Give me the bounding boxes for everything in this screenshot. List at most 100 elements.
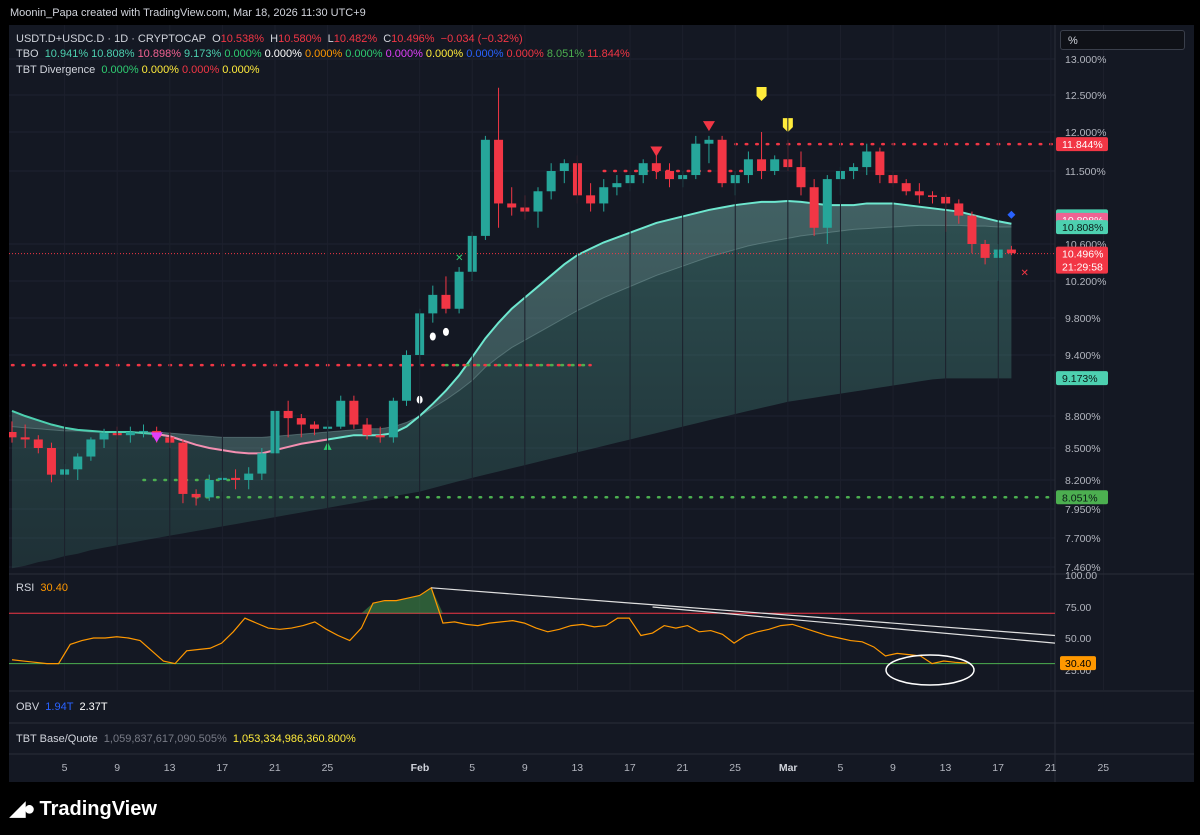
candle-body: [533, 191, 543, 212]
high-value: 10.580%: [278, 33, 322, 45]
candle-body: [33, 439, 43, 448]
time-tick-label: 17: [624, 762, 636, 774]
tbo-value: 9.173%: [184, 48, 222, 60]
rsi-label[interactable]: RSI: [16, 582, 35, 594]
candle-body: [204, 480, 214, 498]
symbol-name[interactable]: USDT.D+USDC.D · 1D · CRYPTOCAP: [16, 33, 206, 45]
price-badge: [1056, 137, 1108, 152]
tbo-inner-band: [12, 201, 1012, 454]
candle-body: [770, 159, 780, 171]
tbo-value: 10.808%: [91, 48, 135, 60]
time-tick-label: 9: [522, 762, 528, 774]
candle-body: [717, 139, 727, 184]
price-tick-label: 8.500%: [1065, 443, 1101, 455]
time-tick-label: 9: [114, 762, 120, 774]
tbo-value: 0.000%: [385, 48, 423, 60]
time-tick-label: 25: [729, 762, 741, 774]
price-tick-label: 8.200%: [1065, 475, 1101, 487]
time-tick-label: 25: [322, 762, 334, 774]
symbol-legend[interactable]: USDT.D+USDC.D · 1D · CRYPTOCAP O10.538% …: [16, 33, 526, 45]
rsi-legend[interactable]: RSI 30.40: [16, 582, 71, 594]
base-quote-value-1: 1,059,837,617,090.505%: [103, 733, 227, 745]
rsi-overbought-fill: [361, 587, 443, 614]
tradingview-logo-icon: ◢●: [10, 798, 36, 820]
candle-body: [375, 435, 385, 438]
price-badge-label: 9.173%: [1062, 373, 1098, 385]
candle-body: [441, 294, 451, 309]
dot-signal-icon: [429, 332, 436, 341]
tbo-fast-line-bull: [327, 200, 1012, 441]
tbo-cloud: [12, 201, 1012, 569]
obv-label[interactable]: OBV: [16, 701, 40, 713]
price-tick-label: 7.700%: [1065, 533, 1101, 545]
time-tick-label: 5: [469, 762, 475, 774]
sell-signal-icon: [702, 121, 715, 132]
time-tick-label: 5: [62, 762, 68, 774]
time-tick-label: 25: [1097, 762, 1109, 774]
price-tick-label: 12.000%: [1065, 127, 1106, 139]
close-label: C: [383, 33, 392, 45]
price-tick-label: 11.500%: [1065, 166, 1106, 178]
base-quote-label[interactable]: TBT Base/Quote: [16, 733, 98, 745]
candle-body: [612, 183, 622, 188]
candle-body: [349, 400, 359, 425]
tradingview-logo-text: TradingView: [39, 798, 157, 820]
candle-body: [73, 456, 83, 470]
time-tick-label: Mar: [779, 762, 798, 774]
tbo-slow-line: [11, 224, 1012, 438]
obv-value-2: 2.37T: [79, 701, 108, 713]
cross-signal-icon: ✕: [455, 253, 463, 264]
candle-body: [191, 493, 201, 498]
time-tick-label: 17: [992, 762, 1004, 774]
rsi-tick-label: 100.00: [1065, 570, 1097, 582]
tbo-legend[interactable]: TBO 10.941% 10.808% 10.898% 9.173% 0.000% 0.0…: [16, 48, 636, 60]
candle-body: [665, 171, 674, 180]
divergence-value: 0.000%: [141, 64, 179, 76]
candle-body: [46, 448, 56, 475]
price-tick-label: 12.500%: [1065, 90, 1106, 102]
bar-countdown-label: 21:29:58: [1062, 262, 1103, 274]
candle-body: [691, 143, 701, 176]
divergence-value: 0.000%: [222, 64, 260, 76]
candle-body: [99, 433, 109, 440]
price-badge: [1056, 371, 1108, 386]
candle-body: [901, 183, 911, 192]
flag-signal-icon: [756, 87, 767, 101]
candle-body: [507, 203, 517, 208]
tbo-value: 0.000%: [506, 48, 544, 60]
time-tick-label: 9: [890, 762, 896, 774]
divergence-legend[interactable]: TBT Divergence 0.000% 0.000% 0.000% 0.000%: [16, 64, 266, 76]
open-value: 10.538%: [220, 33, 265, 45]
rsi-tick-label: 75.00: [1065, 602, 1091, 614]
candle-body: [20, 437, 30, 440]
candle-body: [9, 432, 17, 438]
candle-body: [231, 477, 241, 480]
price-pane: ✕✕: [9, 58, 1055, 569]
tbo-values: 10.941% 10.808% 10.898% 9.173% 0.000% 0.000% 0…: [45, 48, 633, 60]
time-tick-label: 21: [1045, 762, 1057, 774]
publisher-line: Moonin_Papa created with TradingView.com…: [10, 7, 366, 19]
candle-body: [822, 179, 832, 228]
candle-body: [388, 400, 398, 438]
scale-unit-box[interactable]: %: [1060, 30, 1185, 50]
tbo-value: 8.051%: [546, 48, 585, 60]
tbo-fast-line-bear: [156, 433, 328, 455]
tbo-value: 10.941%: [44, 48, 89, 60]
obv-legend[interactable]: OBV 1.94T 2.37T: [16, 701, 111, 713]
tbo-value: 0.000%: [264, 48, 302, 60]
candle-body: [494, 139, 504, 204]
time-tick-label: Feb: [411, 762, 430, 774]
base-quote-legend[interactable]: TBT Base/Quote 1,059,837,617,090.505% 1,…: [16, 733, 359, 745]
candle-body: [546, 171, 556, 192]
tbo-label[interactable]: TBO: [16, 48, 39, 60]
rsi-line: [11, 586, 968, 665]
last-price-badge-label: 10.496%: [1062, 249, 1103, 261]
candle-body: [86, 439, 96, 457]
candle-body: [336, 400, 346, 427]
candle-body: [651, 163, 661, 171]
price-tick-label: 7.950%: [1065, 504, 1101, 516]
candle-body: [309, 424, 319, 429]
tradingview-logo[interactable]: ◢● TradingView: [10, 796, 157, 821]
divergence-label[interactable]: TBT Divergence: [16, 64, 96, 76]
